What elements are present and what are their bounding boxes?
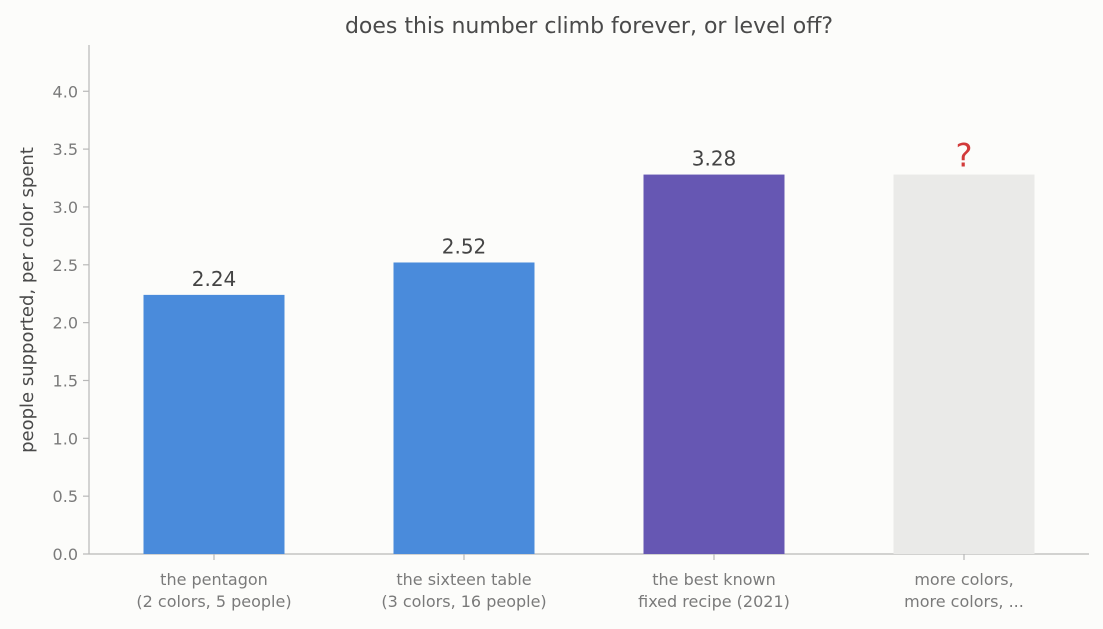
x-tick-label: (2 colors, 5 people) <box>136 592 291 611</box>
y-tick-label: 3.0 <box>53 198 78 217</box>
x-tick-label: more colors, ... <box>904 592 1024 611</box>
chart-title: does this number climb forever, or level… <box>345 14 833 39</box>
data-label: ? <box>956 137 973 175</box>
data-label: 2.52 <box>442 234 487 258</box>
data-labels: 2.24 2.52 3.28? <box>192 137 973 291</box>
y-tick-label: 4.0 <box>53 82 78 101</box>
x-tick-label: fixed recipe (2021) <box>638 592 790 611</box>
bar <box>893 174 1035 554</box>
y-tick-label: 3.5 <box>53 140 78 159</box>
bar <box>143 294 285 554</box>
y-tick-label: 2.5 <box>53 256 78 275</box>
y-tick-label: 0.5 <box>53 487 78 506</box>
x-tick-label: the sixteen table <box>396 570 531 589</box>
y-tick-label: 2.0 <box>53 314 78 333</box>
data-label: 3.28 <box>692 147 737 171</box>
y-ticks: 0.0 0.5 1.0 1.5 2.0 2.5 3.0 3.5 4.0 <box>53 82 89 564</box>
x-ticks: the pentagon (2 colors, 5 people) the sixt… <box>136 554 1024 611</box>
bar <box>643 174 785 554</box>
y-tick-label: 1.0 <box>53 429 78 448</box>
y-tick-label: 1.5 <box>53 371 78 390</box>
data-label: 2.24 <box>192 267 237 291</box>
bars <box>143 174 1035 554</box>
x-tick-label: (3 colors, 16 people) <box>381 592 546 611</box>
y-axis-label: people supported, per color spent <box>17 147 38 453</box>
x-tick-label: more colors, <box>914 570 1013 589</box>
x-tick-label: the best known <box>652 570 775 589</box>
x-tick-label: the pentagon <box>160 570 268 589</box>
y-tick-label: 0.0 <box>53 545 78 564</box>
bar <box>393 262 535 554</box>
